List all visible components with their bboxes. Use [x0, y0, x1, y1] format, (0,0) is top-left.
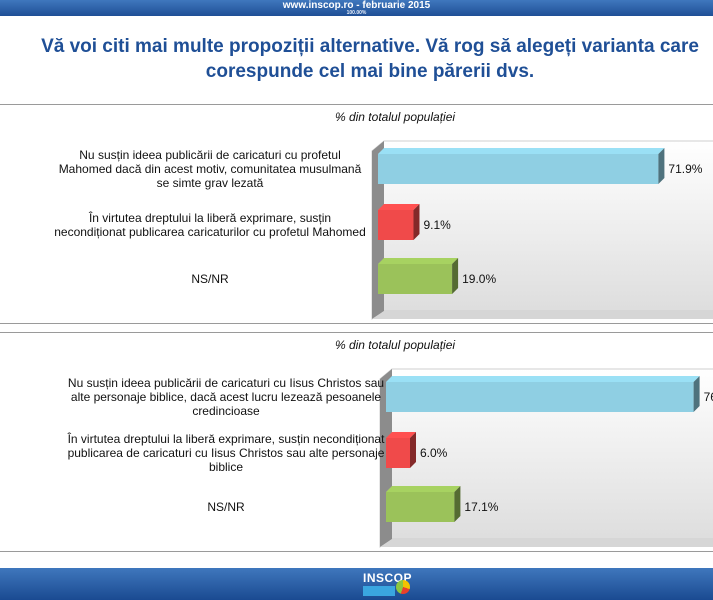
bar-front: [386, 382, 694, 412]
bar-top: [386, 432, 416, 438]
footer-banner: INSCOP: [0, 568, 713, 600]
chart-mahomed: % din totalul populației 71.9% Nu susțin i…: [54, 110, 713, 320]
category-label: În virtutea dreptului la liberă exprimar…: [54, 210, 366, 239]
logo-strip: [363, 586, 395, 596]
logo-pie-icon: [396, 580, 410, 594]
chart-panel-christos: % din totalul populației 76.9% Nu susțin i…: [0, 332, 713, 552]
value-label: 19.0%: [462, 272, 496, 286]
bar-top: [386, 376, 700, 382]
bar-end: [693, 376, 700, 412]
chart-panel-mahomed: % din totalul populației 71.9% Nu susțin i…: [0, 104, 713, 324]
bar-end: [658, 148, 665, 184]
bar-top: [378, 258, 459, 264]
bar-front: [386, 492, 455, 522]
category-label: Nu susțin ideea publicării de caricaturi…: [59, 148, 362, 190]
category-label: NS/NR: [207, 500, 245, 514]
zoom-label: 100.00%: [346, 10, 367, 16]
bar-front: [378, 154, 659, 184]
category-label: Nu susțin ideea publicării de caricaturi…: [68, 376, 384, 418]
website-date: www.inscop.ro - februarie 2015: [282, 0, 431, 11]
value-label: 71.9%: [668, 162, 702, 176]
bar-end: [452, 258, 459, 294]
bar-1-0: [386, 376, 700, 412]
bar-front: [378, 210, 414, 240]
question-title-line1: Vă voi citi mai multe propoziții alterna…: [41, 36, 699, 57]
bar-end: [410, 432, 416, 468]
chart-christos: % din totalul populației 76.9% Nu susțin i…: [67, 338, 713, 548]
category-label: NS/NR: [191, 272, 229, 286]
bar-front: [378, 264, 453, 294]
bar-top: [378, 148, 665, 154]
category-label: În virtutea dreptului la liberă exprimar…: [67, 431, 386, 474]
bar-top: [386, 486, 461, 492]
bar-1-2: [386, 486, 461, 522]
chart-title: % din totalul populației: [335, 338, 455, 352]
value-label: 76.9%: [704, 390, 713, 404]
bar-0-1: [378, 204, 420, 240]
value-label: 17.1%: [464, 500, 498, 514]
value-label: 9.1%: [423, 218, 451, 232]
bar-1-1: [386, 432, 416, 468]
chart-floor: [380, 539, 713, 547]
chart-floor: [372, 311, 713, 319]
value-label: 6.0%: [420, 446, 448, 460]
question-title: Vă voi citi mai multe propoziții alterna…: [20, 34, 713, 84]
bar-end: [413, 204, 420, 240]
bar-front: [386, 438, 410, 468]
chart-title: % din totalul populației: [335, 110, 455, 124]
bar-0-0: [378, 148, 665, 184]
bar-end: [454, 486, 461, 522]
bar-0-2: [378, 258, 459, 294]
question-title-line2: corespunde cel mai bine părerii dvs.: [205, 61, 535, 82]
bar-top: [378, 204, 420, 210]
inscop-logo: INSCOP: [363, 570, 412, 598]
top-banner: www.inscop.ro - februarie 2015 100.00%: [0, 0, 713, 16]
